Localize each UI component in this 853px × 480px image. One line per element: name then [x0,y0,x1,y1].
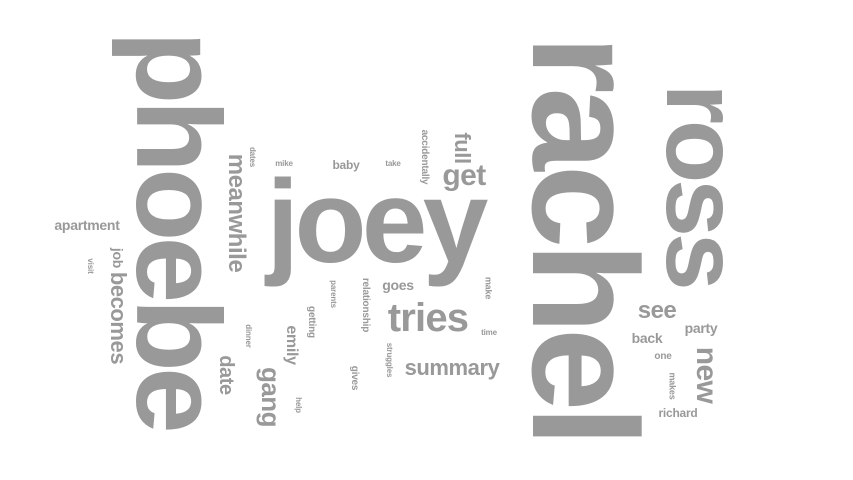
word-help: help [294,397,303,413]
word-makes: makes [667,372,678,400]
word-mike: mike [275,159,293,168]
word-gang: gang [256,366,286,428]
word-gives: gives [349,365,360,391]
word-tries: tries [387,296,469,340]
word-take: take [385,159,401,168]
word-summary: summary [404,355,500,380]
word-back: back [631,330,663,346]
word-meanwhile: meanwhile [223,153,250,273]
word-party: party [684,320,718,336]
word-new: new [690,346,723,404]
word-dinner: dinner [244,324,253,348]
word-make: make [483,276,494,300]
word-job: job [110,247,126,269]
word-date: date [215,355,237,395]
word-struggles: struggles [385,342,394,378]
word-parents: parents [329,280,338,308]
word-joey: joey [266,156,488,288]
word-emily: emily [283,325,300,365]
word-visit: visit [86,258,95,274]
word-dates: dates [248,146,257,168]
word-becomes: becomes [106,271,131,365]
word-goes: goes [382,277,414,293]
word-accidentally: accidentally [419,129,430,185]
word-time: time [481,328,497,337]
word-apartment: apartment [54,217,120,233]
word-richard: richard [658,406,698,420]
word-get: get [442,159,486,192]
word-full: full [450,132,475,164]
word-getting: getting [306,306,317,338]
word-rachel: rachel [501,35,669,441]
word-see: see [637,297,677,324]
word-relationship: relationship [360,277,371,333]
word-baby: baby [332,158,360,172]
word-ross: ross [644,83,760,287]
word-one: one [654,351,672,362]
